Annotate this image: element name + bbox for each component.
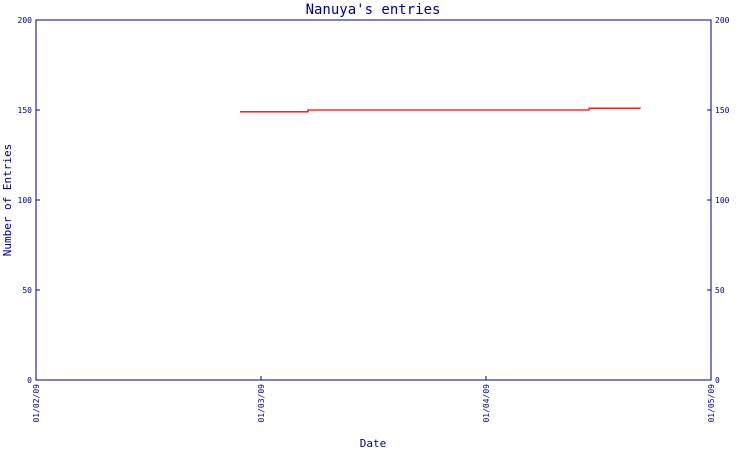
- x-axis-label: Date: [360, 437, 387, 450]
- plot-area: [35, 19, 712, 381]
- y-tick-label-right: 200: [715, 16, 730, 25]
- y-tick-label-left: 0: [27, 376, 32, 385]
- x-tick-label: 01/05/09: [707, 384, 716, 423]
- y-tick-label-right: 100: [715, 196, 730, 205]
- chart-title: Nanuya's entries: [306, 2, 441, 18]
- y-tick-label-right: 150: [715, 106, 730, 115]
- y-tick-label-left: 150: [18, 106, 33, 115]
- x-tick-label: 01/02/09: [32, 384, 41, 423]
- y-axis-label: Number of Entries: [1, 144, 14, 257]
- y-tick-label-right: 50: [715, 286, 725, 295]
- series-line: [239, 107, 641, 113]
- y-tick-label-left: 200: [18, 16, 33, 25]
- y-tick-label-left: 50: [22, 286, 32, 295]
- x-tick-label: 01/04/09: [482, 384, 491, 423]
- y-tick-label-right: 0: [715, 376, 720, 385]
- y-tick-label-left: 100: [18, 196, 33, 205]
- x-tick-label: 01/03/09: [257, 384, 266, 423]
